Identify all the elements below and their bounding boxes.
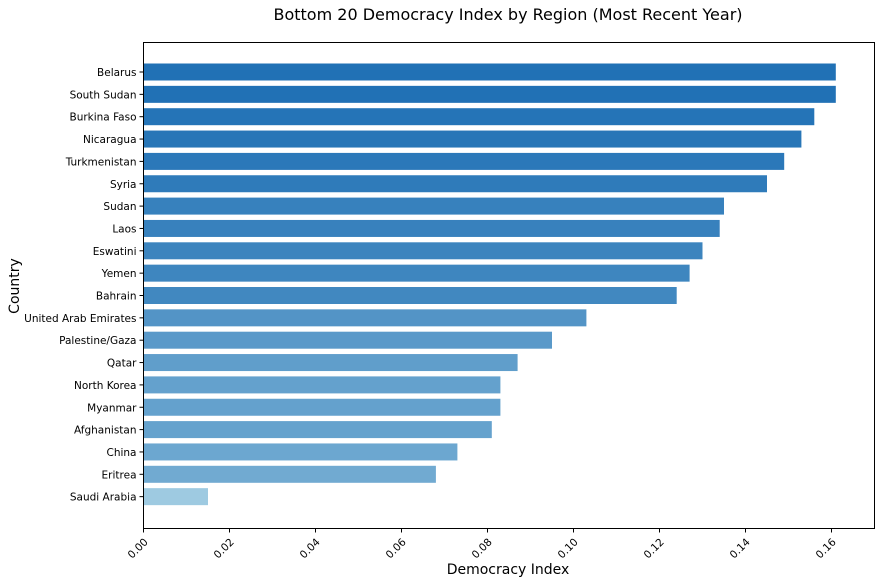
chart-title: Bottom 20 Democracy Index by Region (Mos… <box>273 5 742 24</box>
y-tick-label: Nicaragua <box>83 134 136 146</box>
bars-group <box>143 63 836 506</box>
y-tick-label: Bahrain <box>96 291 137 303</box>
bar-qatar <box>143 354 518 372</box>
x-tick-label: 0.06 <box>384 536 409 561</box>
bar-turkmenistan <box>143 152 785 170</box>
y-tick-label: Burkina Faso <box>69 112 136 124</box>
y-tick-label: Qatar <box>107 358 137 370</box>
bar-united-arab-emirates <box>143 309 587 327</box>
plot-frame <box>143 42 875 529</box>
y-tick-label: Yemen <box>101 268 137 280</box>
bar-yemen <box>143 264 690 282</box>
x-axis-ticks: 0.00 0.02 0.04 0.06 0.08 0.10 0.12 0.14 0.16 <box>126 528 839 561</box>
bar-north-korea <box>143 376 501 394</box>
y-axis-ticks: Belarus South Sudan Burkina Faso Nicaragua T… <box>24 67 144 504</box>
bar-laos <box>143 219 720 237</box>
x-tick-label: 0.02 <box>212 536 237 561</box>
y-tick-label: United Arab Emirates <box>24 313 136 325</box>
bar-belarus <box>143 63 836 81</box>
x-tick-label: 0.14 <box>728 536 753 561</box>
bar-syria <box>143 175 767 193</box>
bar-afghanistan <box>143 421 492 439</box>
bar-palestine-gaza <box>143 331 552 349</box>
x-tick-label: 0.04 <box>298 536 323 561</box>
y-tick-label: Eritrea <box>102 469 137 481</box>
bar-myanmar <box>143 398 501 416</box>
y-tick-label: Sudan <box>103 201 136 213</box>
x-axis-title: Democracy Index <box>447 562 570 578</box>
y-tick-label: Turkmenistan <box>65 156 137 168</box>
x-tick-label: 0.12 <box>642 536 667 561</box>
y-tick-label: Afghanistan <box>74 425 137 437</box>
y-tick-label: China <box>107 447 137 459</box>
y-tick-label: Palestine/Gaza <box>59 335 136 347</box>
y-tick-label: Eswatini <box>93 246 137 258</box>
x-tick-label: 0.00 <box>126 536 151 561</box>
bar-sudan <box>143 197 724 215</box>
y-tick-label: Belarus <box>97 67 136 79</box>
y-tick-label: Myanmar <box>87 402 137 414</box>
y-tick-label: Syria <box>110 179 137 191</box>
bar-burkina-faso <box>143 108 815 126</box>
x-tick-label: 0.10 <box>556 536 581 561</box>
x-tick-label: 0.16 <box>814 536 839 561</box>
y-tick-label: Laos <box>112 223 136 235</box>
x-tick-label: 0.08 <box>470 536 495 561</box>
y-tick-label: North Korea <box>74 380 136 392</box>
y-tick-label: South Sudan <box>70 89 137 101</box>
bar-eswatini <box>143 242 703 260</box>
bar-south-sudan <box>143 85 836 103</box>
y-tick-label: Saudi Arabia <box>70 492 137 504</box>
bar-nicaragua <box>143 130 802 148</box>
bar-bahrain <box>143 287 677 304</box>
bar-eritrea <box>143 465 436 483</box>
bar-china <box>143 443 458 461</box>
y-axis-title: Country <box>7 258 23 314</box>
bar-saudi-arabia <box>143 488 208 506</box>
